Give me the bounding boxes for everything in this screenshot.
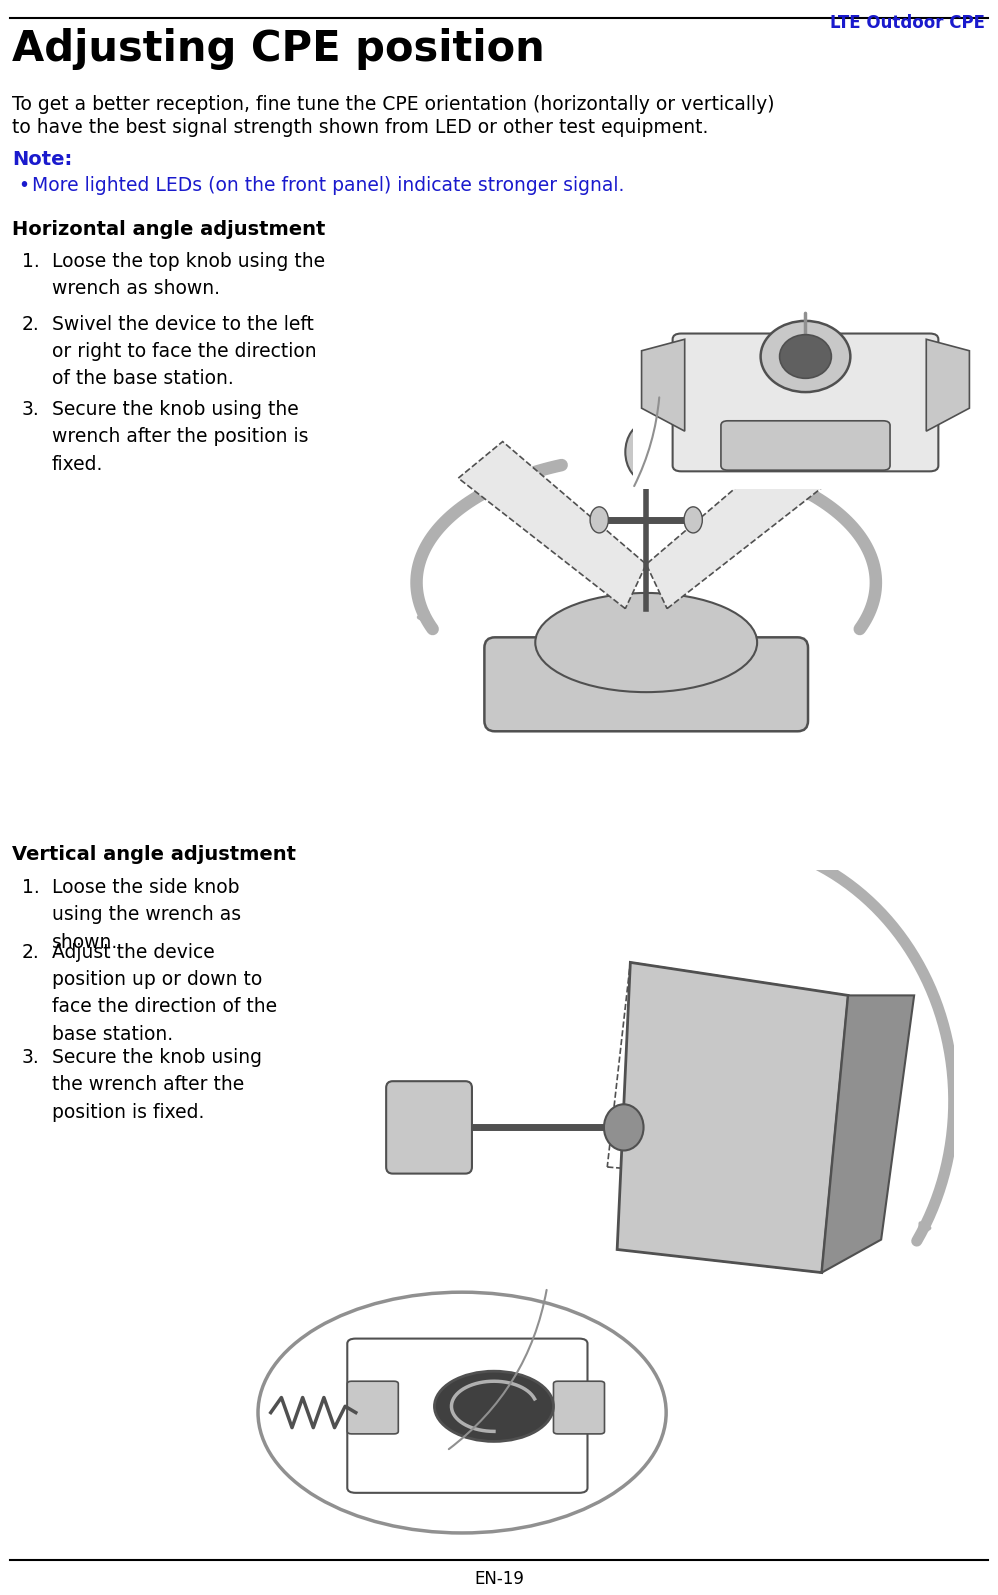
FancyBboxPatch shape — [347, 1381, 398, 1434]
FancyBboxPatch shape — [484, 638, 808, 731]
Ellipse shape — [779, 335, 831, 378]
Text: LTE Outdoor CPE: LTE Outdoor CPE — [830, 14, 985, 32]
FancyBboxPatch shape — [626, 254, 985, 493]
Polygon shape — [458, 442, 646, 609]
Ellipse shape — [535, 593, 757, 692]
Polygon shape — [821, 995, 914, 1273]
Polygon shape — [642, 340, 685, 431]
Text: 3.: 3. — [22, 1048, 40, 1067]
FancyBboxPatch shape — [386, 1081, 472, 1174]
Circle shape — [434, 1372, 554, 1442]
Text: Secure the knob using the
wrench after the position is
fixed.: Secure the knob using the wrench after t… — [52, 400, 308, 474]
Text: EN-19: EN-19 — [474, 1569, 524, 1589]
FancyBboxPatch shape — [721, 421, 890, 471]
Text: Loose the top knob using the
wrench as shown.: Loose the top knob using the wrench as s… — [52, 252, 325, 298]
Polygon shape — [617, 962, 848, 1273]
Ellipse shape — [626, 423, 667, 480]
Text: 2.: 2. — [22, 943, 40, 962]
Text: Note:: Note: — [12, 150, 72, 169]
Ellipse shape — [684, 507, 703, 533]
Ellipse shape — [590, 507, 609, 533]
Polygon shape — [646, 442, 834, 609]
Text: to have the best signal strength shown from LED or other test equipment.: to have the best signal strength shown f… — [12, 118, 709, 137]
Text: Horizontal angle adjustment: Horizontal angle adjustment — [12, 220, 325, 239]
Text: Adjusting CPE position: Adjusting CPE position — [12, 29, 545, 70]
Text: 1.: 1. — [22, 877, 40, 896]
Text: •: • — [18, 175, 29, 195]
Text: Loose the side knob
using the wrench as
shown.: Loose the side knob using the wrench as … — [52, 877, 242, 952]
Text: 3.: 3. — [22, 400, 40, 419]
Polygon shape — [926, 340, 969, 431]
Ellipse shape — [760, 321, 850, 392]
Text: 2.: 2. — [22, 314, 40, 333]
Text: To get a better reception, fine tune the CPE orientation (horizontally or vertic: To get a better reception, fine tune the… — [12, 96, 774, 113]
Ellipse shape — [635, 435, 658, 469]
Text: 1.: 1. — [22, 252, 40, 271]
FancyBboxPatch shape — [554, 1381, 605, 1434]
Text: Adjust the device
position up or down to
face the direction of the
base station.: Adjust the device position up or down to… — [52, 943, 277, 1043]
Text: Vertical angle adjustment: Vertical angle adjustment — [12, 845, 296, 864]
Text: Secure the knob using
the wrench after the
position is fixed.: Secure the knob using the wrench after t… — [52, 1048, 262, 1121]
Ellipse shape — [604, 1104, 644, 1150]
FancyBboxPatch shape — [347, 1338, 588, 1493]
Text: Swivel the device to the left
or right to face the direction
of the base station: Swivel the device to the left or right t… — [52, 314, 316, 389]
FancyBboxPatch shape — [673, 333, 938, 472]
Ellipse shape — [258, 1292, 666, 1533]
Text: More lighted LEDs (on the front panel) indicate stronger signal.: More lighted LEDs (on the front panel) i… — [32, 175, 625, 195]
